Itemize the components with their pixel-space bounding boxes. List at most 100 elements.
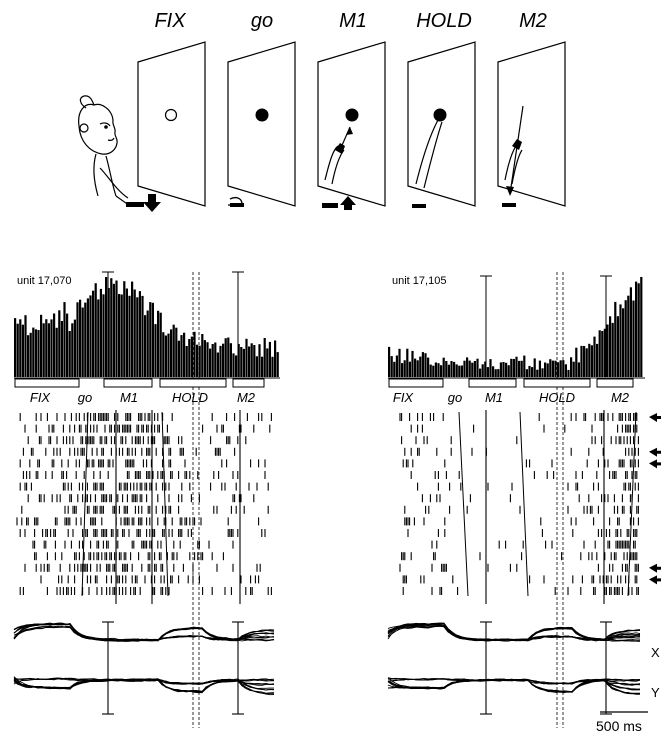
histogram-bar (141, 295, 144, 377)
histogram-bar (255, 356, 258, 377)
histogram-bar (510, 358, 513, 377)
histogram-bar (170, 329, 173, 377)
histogram-bar (27, 335, 30, 377)
histogram-bar (541, 368, 544, 377)
histogram-bar (393, 361, 396, 377)
histogram-bar (570, 357, 573, 377)
histogram-bar (486, 367, 489, 377)
histogram-bar (598, 330, 601, 377)
histogram-bar (525, 369, 528, 377)
position-trace (13, 623, 275, 642)
trial-marker-arrow-icon (649, 575, 661, 585)
histogram-bar (79, 299, 82, 377)
histogram-bar (520, 360, 523, 377)
histogram-bar (416, 360, 419, 377)
trial-marker-arrow-icon (649, 563, 661, 573)
histogram-bar (21, 324, 24, 377)
histogram-bar (201, 334, 204, 377)
histogram-bar (463, 360, 466, 377)
histogram-bar (131, 281, 134, 377)
histogram-bar (577, 362, 580, 377)
histogram-bar (16, 323, 19, 377)
histogram-bar (627, 295, 630, 377)
epoch-label-hold: HOLD (172, 390, 208, 405)
histogram-bar (164, 335, 167, 377)
epoch-label-fix: FIX (393, 390, 415, 405)
histogram-bar (546, 363, 549, 377)
histogram-bar (635, 281, 638, 377)
lever-icon (502, 203, 516, 207)
histogram-bar (640, 277, 643, 377)
histogram-bar (102, 294, 105, 377)
histogram-bar (408, 361, 411, 377)
histogram-bar (107, 288, 110, 377)
event-marker-line (81, 411, 89, 597)
epoch-label-m2: M2 (611, 390, 630, 405)
histogram-bar (427, 357, 430, 377)
histogram-bar (585, 348, 588, 377)
histogram-bar (458, 365, 461, 377)
histogram-bar (32, 327, 35, 377)
histogram-bar (531, 367, 534, 377)
scale-bar-label: 500 ms (596, 718, 642, 734)
histogram-bar (29, 332, 32, 377)
histogram-bar (274, 340, 277, 377)
histogram-bar (401, 363, 404, 377)
histogram-bar (484, 361, 487, 377)
event-marker-line (627, 411, 637, 597)
histogram-bar (159, 312, 162, 377)
histogram-bar (388, 346, 391, 377)
position-trace (387, 678, 641, 695)
fixation-target-icon (164, 108, 178, 122)
hold-target-icon (433, 108, 447, 122)
histogram-bar (167, 333, 170, 377)
epoch-bar (388, 378, 634, 388)
histogram-bar (37, 330, 40, 377)
histogram-bar (258, 344, 261, 377)
histogram-bar (450, 361, 453, 377)
phase-label-hold: HOLD (416, 10, 472, 32)
position-trace (387, 679, 640, 695)
histogram-bar (146, 310, 149, 377)
histogram-bar (193, 331, 196, 377)
histogram-bar (86, 298, 89, 377)
histogram-bar (489, 359, 492, 377)
phase-label-go: go (251, 10, 273, 32)
histogram-bar (180, 335, 183, 377)
histogram-bar (549, 359, 552, 377)
histogram-bar (76, 302, 79, 377)
screen-hold (407, 41, 476, 208)
histogram-bar (24, 315, 27, 377)
histogram-bar (523, 355, 526, 377)
screen-m1 (317, 41, 386, 210)
histogram-bar (136, 297, 139, 377)
histogram-bar (227, 337, 230, 377)
histogram-bar (125, 288, 128, 377)
histogram-bar (507, 365, 510, 377)
histogram-bar (144, 315, 147, 377)
position-trace (387, 622, 641, 641)
histogram-bar (632, 300, 635, 377)
histogram-bar (629, 287, 632, 377)
histogram-bar (149, 302, 152, 377)
histogram-bar (494, 369, 497, 377)
histogram-bar (637, 283, 640, 377)
phase-label-fix: FIX (154, 10, 186, 32)
histogram-bar (421, 352, 424, 377)
histogram-bar (611, 322, 614, 377)
histogram-bar (222, 343, 225, 377)
histogram-bar (554, 360, 557, 377)
histogram-bar (198, 345, 201, 377)
histogram-bar (128, 295, 131, 377)
histogram-bar (564, 364, 567, 377)
histogram-bar (209, 348, 212, 377)
histogram-bar (224, 338, 227, 377)
lever-icon (322, 203, 338, 208)
histogram-bar (154, 324, 157, 377)
histogram-bar (266, 348, 269, 377)
histogram-bar (219, 345, 222, 377)
unit-label: unit 17,070 (17, 275, 71, 287)
histogram-bar (19, 319, 22, 377)
histogram-bar (53, 313, 56, 377)
histogram-bar (157, 310, 160, 377)
